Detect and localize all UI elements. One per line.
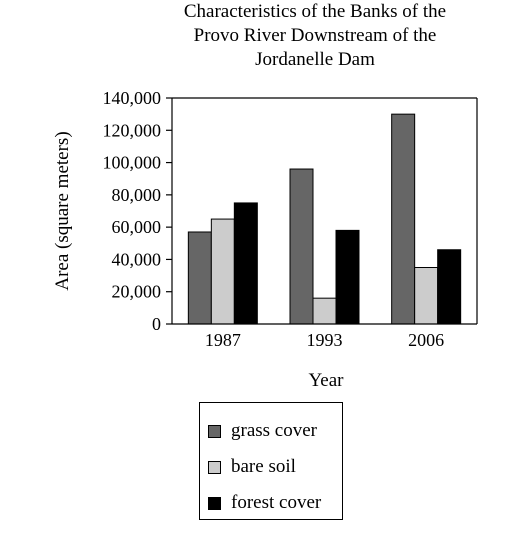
y-axis-label: Area (square meters) <box>52 131 73 290</box>
y-tick-label: 0 <box>152 314 161 334</box>
legend-item: bare soil <box>208 449 342 485</box>
y-tick-label: 140,000 <box>103 88 162 108</box>
y-tick-label: 120,000 <box>103 120 162 140</box>
bar-forest-cover-1987 <box>233 202 258 325</box>
y-tick-label: 80,000 <box>112 185 162 205</box>
bar-bare-soil-1993 <box>312 297 337 325</box>
bar-grass-cover-1987 <box>187 231 212 325</box>
legend-swatch-bare-soil <box>208 460 221 474</box>
legend: grass cover bare soil forest cover <box>199 402 343 520</box>
bar-forest-cover-1993 <box>335 229 360 325</box>
chart-title: Characteristics of the Banks of the Prov… <box>130 0 500 72</box>
chart-title-line: Characteristics of the Banks of the <box>183 1 447 22</box>
bar-forest-cover-2006 <box>437 249 462 325</box>
bars-group <box>187 113 462 325</box>
bar-chart: 0 20,000 40,000 60,000 80,000 100,000 120,000 1… <box>52 88 478 391</box>
x-tick-label: 1993 <box>307 330 343 350</box>
legend-item: grass cover <box>208 413 342 449</box>
bar-grass-cover-2006 <box>391 113 416 325</box>
y-tick-label: 20,000 <box>112 282 162 302</box>
y-tick-label: 60,000 <box>112 217 162 237</box>
y-tick-label: 40,000 <box>112 249 162 269</box>
x-tick-label: 2006 <box>408 330 444 350</box>
legend-label: grass cover <box>231 420 317 441</box>
x-axis-label: Year <box>308 370 344 391</box>
x-tick-label: 1987 <box>205 330 241 350</box>
chart-title-line: Provo River Downstream of the <box>193 25 437 46</box>
bar-bare-soil-2006 <box>414 267 439 325</box>
axes-group: 0 20,000 40,000 60,000 80,000 100,000 120,000 1… <box>103 88 478 350</box>
bar-bare-soil-1987 <box>210 218 235 325</box>
legend-label: bare soil <box>231 456 296 477</box>
legend-label: forest cover <box>231 492 322 513</box>
legend-item: forest cover <box>208 485 342 521</box>
legend-swatch-forest-cover <box>208 496 221 510</box>
legend-swatch-grass-cover <box>208 424 221 438</box>
chart-title-line: Jordanelle Dam <box>255 49 375 70</box>
y-tick-label: 100,000 <box>103 153 162 173</box>
bar-grass-cover-1993 <box>289 168 314 325</box>
